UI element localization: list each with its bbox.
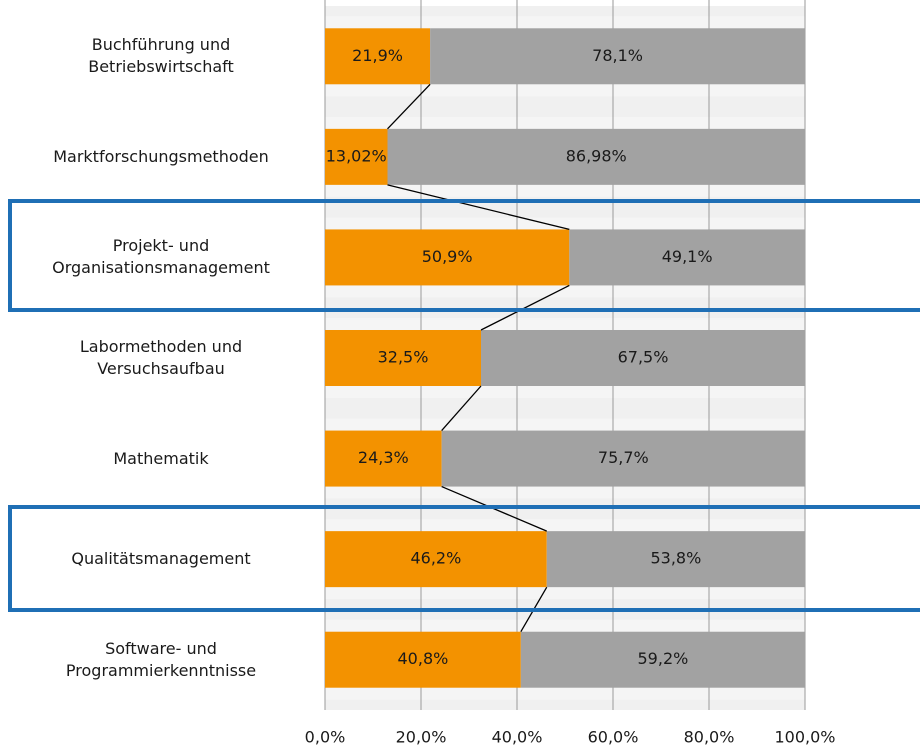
highlight-box <box>8 199 920 312</box>
bar-segment <box>325 128 388 185</box>
bar-segment <box>325 28 431 85</box>
bar-segment <box>441 430 805 487</box>
value-label: 75,7% <box>598 448 649 467</box>
value-label: 59,2% <box>638 649 689 668</box>
x-tick-label: 80,0% <box>684 728 735 747</box>
x-tick-label: 60,0% <box>588 728 639 747</box>
series-line <box>387 184 570 231</box>
value-label: 67,5% <box>618 348 669 367</box>
category-label: Qualitätsmanagement <box>71 549 251 569</box>
bar-segment <box>569 229 805 286</box>
value-label: 86,98% <box>566 146 627 165</box>
category-label: Software- und Programmierkenntnisse <box>65 638 257 680</box>
value-label: 21,9% <box>352 46 403 65</box>
x-tick-label: 0,0% <box>305 728 346 747</box>
category-label: Labormethoden und Versuchsaufbau <box>79 337 243 378</box>
series-line <box>387 83 431 130</box>
bar-segment <box>325 631 521 688</box>
value-label: 78,1% <box>592 46 643 65</box>
category-label: Mathematik <box>113 448 209 468</box>
value-label: 40,8% <box>398 649 449 668</box>
category-label: Projekt- und Organisationsmanagement <box>52 236 270 278</box>
value-label: 32,5% <box>378 348 429 367</box>
bar-segment <box>325 531 547 588</box>
bar-segment <box>546 531 805 588</box>
value-label: 24,3% <box>358 448 409 467</box>
x-tick-label: 100,0% <box>774 728 835 747</box>
category-label: Buchführung und Betriebswirtschaft <box>88 35 234 77</box>
value-label: 46,2% <box>410 549 461 568</box>
x-tick-label: 40,0% <box>492 728 543 747</box>
bar-segment <box>387 128 805 185</box>
category-label: Marktforschungsmethoden <box>53 146 269 166</box>
bar-segment <box>481 330 805 386</box>
bar-segment <box>430 28 805 85</box>
bar-segment <box>325 430 442 487</box>
value-label: 13,02% <box>326 146 387 165</box>
x-tick-label: 20,0% <box>396 728 447 747</box>
value-label: 50,9% <box>422 247 473 266</box>
value-label: 53,8% <box>650 549 701 568</box>
bar-segment <box>325 229 570 286</box>
series-line <box>441 385 482 432</box>
bar-segment <box>325 330 481 386</box>
bar-segment <box>520 631 805 688</box>
highlight-box <box>8 505 920 612</box>
value-label: 49,1% <box>662 247 713 266</box>
series-line <box>480 284 570 331</box>
